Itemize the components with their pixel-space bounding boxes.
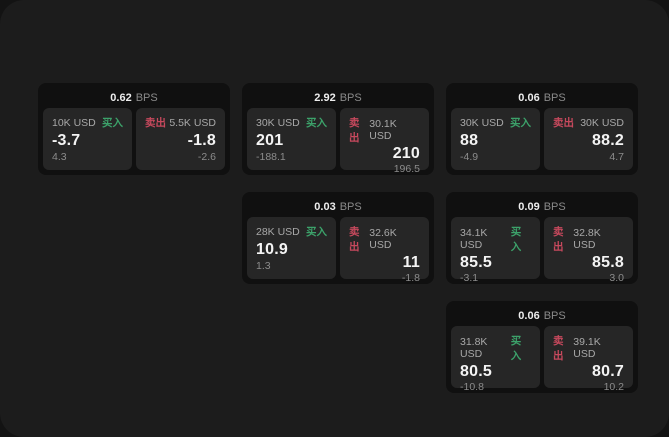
quote-panels: 10K USD 买入 -3.7 4.3 卖出 5.5K USD -1.8 -2.… — [43, 108, 225, 170]
spread-unit: BPS — [543, 201, 566, 213]
quote-panels: 30K USD 买入 201 -188.1 卖出 30.1K USD 210 1… — [247, 108, 429, 175]
buy-size: 10K USD — [52, 116, 96, 129]
buy-change: -10.8 — [460, 381, 484, 393]
buy-quote-tile[interactable]: 30K USD 买入 88 -4.9 — [451, 108, 540, 170]
buy-size: 34.1K USD — [460, 227, 488, 251]
sell-label: 卖出 — [553, 117, 574, 129]
buy-label: 买入 — [510, 226, 522, 253]
sell-label: 卖出 — [145, 117, 166, 129]
sell-quote-tile[interactable]: 卖出 32.6K USD 11 -1.8 — [340, 217, 429, 284]
quote-card: 0.03 BPS 28K USD 买入 10.9 1.3 卖出 32.6K US… — [242, 192, 434, 284]
buy-quote-tile[interactable]: 30K USD 买入 201 -188.1 — [247, 108, 336, 170]
sell-price: 85.8 — [592, 254, 624, 271]
buy-label: 买入 — [306, 226, 327, 238]
spread-unit: BPS — [543, 92, 566, 104]
sell-change: 10.2 — [603, 381, 624, 393]
card-header: 0.03 BPS — [247, 197, 429, 217]
card-header: 2.92 BPS — [247, 88, 429, 108]
quote-panels: 34.1K USD 买入 85.5 -3.1 卖出 32.8K USD 85.8… — [451, 217, 633, 284]
sell-change: 196.5 — [393, 163, 420, 175]
buy-price: 201 — [256, 131, 284, 149]
sell-size: 32.8K USD — [573, 227, 601, 251]
sell-change: 4.7 — [609, 151, 624, 163]
sell-size: 32.6K USD — [369, 227, 397, 251]
buy-price: 85.5 — [460, 254, 492, 271]
quote-card: 0.09 BPS 34.1K USD 买入 85.5 -3.1 卖出 32.8K… — [446, 192, 638, 284]
sell-price: 80.7 — [592, 363, 624, 380]
sell-quote-tile[interactable]: 卖出 5.5K USD -1.8 -2.6 — [136, 108, 225, 170]
buy-size: 31.8K USD — [460, 336, 488, 360]
quote-panels: 31.8K USD 买入 80.5 -10.8 卖出 39.1K USD 80.… — [451, 326, 633, 393]
spread-value: 0.62 — [110, 92, 132, 104]
sell-label: 卖出 — [553, 335, 564, 362]
sell-change: -1.8 — [401, 272, 420, 284]
sell-label: 卖出 — [349, 117, 360, 144]
spread-value: 2.92 — [314, 92, 336, 104]
card-header: 0.06 BPS — [451, 88, 633, 108]
spread-unit: BPS — [135, 92, 158, 104]
buy-label: 买入 — [510, 117, 531, 129]
buy-change: -4.9 — [460, 151, 479, 163]
buy-label: 买入 — [102, 117, 123, 129]
buy-label: 买入 — [306, 117, 327, 129]
sell-size: 39.1K USD — [573, 336, 601, 360]
buy-quote-tile[interactable]: 28K USD 买入 10.9 1.3 — [247, 217, 336, 279]
buy-price: -3.7 — [52, 131, 81, 149]
sell-label: 卖出 — [349, 226, 360, 253]
buy-change: 4.3 — [52, 151, 67, 163]
quote-panels: 30K USD 买入 88 -4.9 卖出 30K USD 88.2 4.7 — [451, 108, 633, 170]
spread-unit: BPS — [339, 201, 362, 213]
quote-card: 0.06 BPS 31.8K USD 买入 80.5 -10.8 卖出 39.1… — [446, 301, 638, 393]
sell-size: 30.1K USD — [369, 118, 397, 142]
buy-change: -188.1 — [256, 151, 286, 163]
buy-size: 30K USD — [460, 116, 504, 129]
spread-value: 0.06 — [518, 92, 540, 104]
buy-price: 88 — [460, 131, 479, 149]
buy-quote-tile[interactable]: 31.8K USD 买入 80.5 -10.8 — [451, 326, 540, 393]
quote-grid: 0.62 BPS 10K USD 买入 -3.7 4.3 卖出 5.5K USD — [38, 83, 638, 393]
spread-value: 0.06 — [518, 310, 540, 322]
sell-quote-tile[interactable]: 卖出 39.1K USD 80.7 10.2 — [544, 326, 633, 393]
buy-label: 买入 — [510, 335, 522, 362]
quote-card: 2.92 BPS 30K USD 买入 201 -188.1 卖出 30.1K … — [242, 83, 434, 175]
buy-change: -3.1 — [460, 272, 479, 284]
card-header: 0.09 BPS — [451, 197, 633, 217]
buy-size: 30K USD — [256, 116, 300, 129]
quote-panels: 28K USD 买入 10.9 1.3 卖出 32.6K USD 11 -1.8 — [247, 217, 429, 284]
quote-card: 0.62 BPS 10K USD 买入 -3.7 4.3 卖出 5.5K USD — [38, 83, 230, 175]
sell-price: 11 — [402, 254, 420, 271]
card-header: 0.62 BPS — [43, 88, 225, 108]
spread-value: 0.03 — [314, 201, 336, 213]
sell-label: 卖出 — [553, 226, 564, 253]
sell-change: -2.6 — [197, 151, 216, 163]
buy-price: 10.9 — [256, 240, 288, 258]
quote-card: 0.06 BPS 30K USD 买入 88 -4.9 卖出 30K USD — [446, 83, 638, 175]
buy-quote-tile[interactable]: 10K USD 买入 -3.7 4.3 — [43, 108, 132, 170]
buy-change: 1.3 — [256, 260, 271, 272]
spread-value: 0.09 — [518, 201, 540, 213]
sell-price: 210 — [392, 145, 420, 162]
spread-unit: BPS — [543, 310, 566, 322]
sell-size: 30K USD — [580, 116, 624, 129]
spread-unit: BPS — [339, 92, 362, 104]
sell-quote-tile[interactable]: 卖出 32.8K USD 85.8 3.0 — [544, 217, 633, 284]
sell-price: 88.2 — [592, 131, 624, 149]
buy-size: 28K USD — [256, 225, 300, 238]
sell-quote-tile[interactable]: 卖出 30.1K USD 210 196.5 — [340, 108, 429, 175]
sell-quote-tile[interactable]: 卖出 30K USD 88.2 4.7 — [544, 108, 633, 170]
buy-quote-tile[interactable]: 34.1K USD 买入 85.5 -3.1 — [451, 217, 540, 284]
sell-price: -1.8 — [187, 131, 216, 149]
sell-size: 5.5K USD — [169, 116, 216, 129]
sell-change: 3.0 — [609, 272, 624, 284]
buy-price: 80.5 — [460, 363, 492, 380]
card-header: 0.06 BPS — [451, 306, 633, 326]
